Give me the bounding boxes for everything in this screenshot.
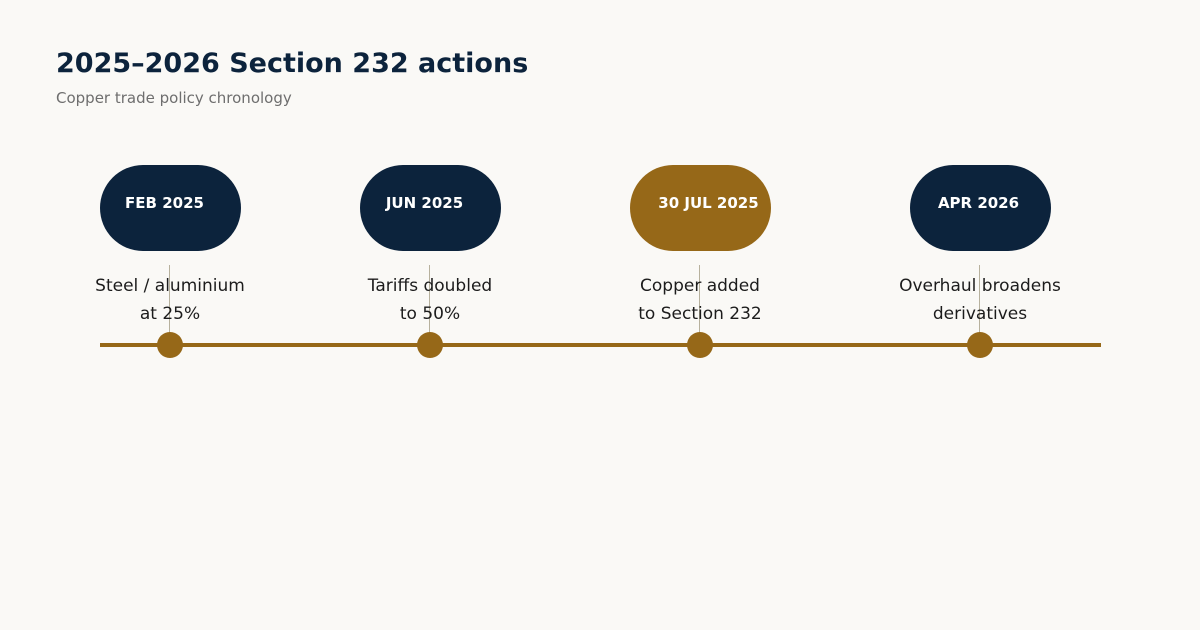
timeline-axis bbox=[100, 343, 1101, 347]
caption-line: at 25% bbox=[139, 304, 201, 324]
milestone-connector bbox=[699, 265, 700, 345]
milestone-caption: Tariffs doubled to 50% bbox=[330, 272, 530, 328]
milestone-caption: Copper added to Section 232 bbox=[600, 272, 800, 328]
date-label: APR 2026 bbox=[937, 194, 1020, 212]
page-subtitle: Copper trade policy chronology bbox=[56, 89, 292, 107]
caption-line: Copper added bbox=[640, 276, 760, 296]
caption-line: to 50% bbox=[399, 304, 461, 324]
date-pill: FEB 2025 bbox=[100, 165, 241, 251]
date-pill: APR 2026 bbox=[910, 165, 1051, 251]
caption-line: Steel / aluminium bbox=[95, 276, 245, 296]
date-label: FEB 2025 bbox=[125, 194, 204, 212]
caption-line: Tariffs doubled bbox=[367, 276, 493, 296]
timeline-dot bbox=[967, 332, 993, 358]
caption-line: to Section 232 bbox=[638, 304, 762, 324]
milestone-caption: Overhaul broadens derivatives bbox=[880, 272, 1080, 328]
page-title: 2025–2026 Section 232 actions bbox=[56, 48, 529, 79]
date-pill-highlighted: 30 JUL 2025 bbox=[630, 165, 771, 251]
milestone-connector bbox=[429, 265, 430, 345]
timeline-dot bbox=[157, 332, 183, 358]
milestone-connector bbox=[979, 265, 980, 345]
date-label: JUN 2025 bbox=[385, 194, 464, 212]
caption-line: derivatives bbox=[932, 304, 1028, 324]
milestone-caption: Steel / aluminium at 25% bbox=[70, 272, 270, 328]
timeline-dot bbox=[417, 332, 443, 358]
date-label: 30 JUL 2025 bbox=[658, 194, 759, 212]
date-pill: JUN 2025 bbox=[360, 165, 501, 251]
caption-line: Overhaul broadens bbox=[899, 276, 1061, 296]
milestone-connector bbox=[169, 265, 170, 345]
timeline-dot bbox=[687, 332, 713, 358]
